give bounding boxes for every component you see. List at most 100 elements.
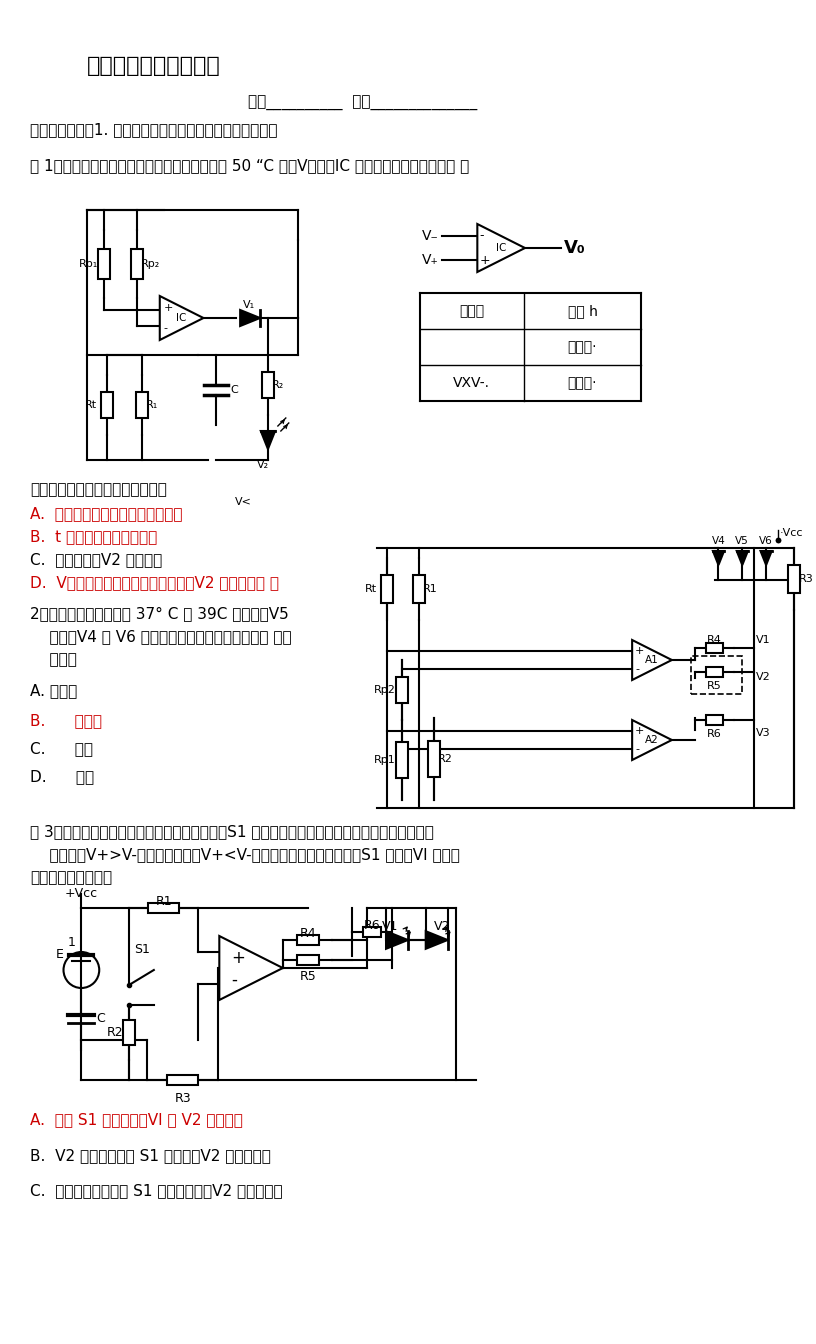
Text: A.  要想更高温度时龄亮，可以调大: A. 要想更高温度时龄亮，可以调大 [29,505,182,521]
Text: D.      或门: D. 或门 [29,769,94,784]
Text: IC: IC [496,243,507,253]
Text: Rp2: Rp2 [374,685,396,695]
Text: V₊: V₊ [422,253,439,267]
Text: B.  t 是正温度系数热敏电阻: B. t 是正温度系数热敏电阻 [29,530,157,544]
Text: -: - [479,230,484,242]
Text: R3: R3 [175,1091,191,1105]
Text: R4: R4 [707,634,722,645]
Text: 电压比较器应用（一）: 电压比较器应用（一） [87,56,221,77]
Polygon shape [220,935,283,1000]
Polygon shape [386,931,408,949]
Text: IC: IC [176,313,187,323]
Text: 低电平·: 低电平· [568,376,597,390]
Text: A.  按下 S1 后不松开，VI 和 V2 交替发光: A. 按下 S1 后不松开，VI 和 V2 交替发光 [29,1111,242,1128]
Bar [381,575,393,602]
Text: R₂: R₂ [272,380,284,390]
Text: V₀: V₀ [564,239,585,257]
Bar [363,927,381,937]
Text: Rt: Rt [366,585,377,594]
Text: C: C [230,384,238,395]
Text: +: + [635,726,645,737]
Bar [123,1020,135,1044]
Text: ·Vcc: ·Vcc [780,528,804,538]
Text: +: + [164,304,173,313]
Text: V₁: V₁ [243,300,255,310]
Text: R4: R4 [299,927,316,939]
Bar [262,372,274,398]
Text: R₁: R₁ [146,401,158,410]
Text: C.      与门: C. 与门 [29,741,93,755]
Bar [396,742,408,778]
Polygon shape [160,296,203,340]
Bar [706,667,723,677]
Polygon shape [761,551,772,564]
Text: -: - [635,664,639,673]
Text: -: - [635,745,639,754]
Text: +Vcc: +Vcc [64,887,98,900]
Bar [396,677,408,703]
Text: 2：鸡蛋孵化室温度介于 37° C 和 39C 之间时，V5: 2：鸡蛋孵化室温度介于 37° C 和 39C 之间时，V5 [29,606,289,621]
Bar [413,575,425,602]
Text: Rp₂: Rp₂ [141,259,160,269]
Text: -: - [164,323,168,333]
Text: V6: V6 [759,536,773,546]
Text: 发光，V4 和 V6 不发光，题图虚线框位置应选用 的逻: 发光，V4 和 V6 不发光，题图虚线框位置应选用 的逻 [29,629,291,644]
Bar [149,903,179,913]
Bar [101,392,113,418]
Bar [706,715,723,724]
Bar [706,642,723,653]
Text: 班级__________  姓名______________: 班级__________ 姓名______________ [248,95,477,112]
Text: S1: S1 [134,943,150,956]
Text: +: + [231,949,245,966]
Bar [428,741,440,777]
Bar [167,1075,198,1085]
Text: 器功能：V+>V-时输出高电平，V+<V-时输出低电平。初始状态，S1 断开、VI 发光。: 器功能：V+>V-时输出高电平，V+<V-时输出低电平。初始状态，S1 断开、V… [29,847,459,862]
Text: 【学习目标】：1. 会分析利用比较器进行的状态显示电路。: 【学习目标】：1. 会分析利用比较器进行的状态显示电路。 [29,122,277,137]
Text: R2: R2 [437,754,453,763]
Text: R6: R6 [364,919,380,931]
Text: V5: V5 [735,536,749,546]
Polygon shape [261,431,275,449]
Polygon shape [240,310,260,327]
Text: R6: R6 [707,728,722,739]
Text: 输出 h: 输出 h [568,304,597,319]
Text: R5: R5 [707,681,722,691]
Text: V2: V2 [756,672,771,681]
Text: R1: R1 [155,895,172,909]
Text: Rp1: Rp1 [374,755,396,765]
Bar [136,392,148,418]
Polygon shape [426,931,447,949]
Polygon shape [737,551,747,564]
Text: R3: R3 [799,574,814,585]
Text: V₋: V₋ [422,228,439,243]
Text: V4: V4 [712,536,725,546]
Polygon shape [713,551,724,564]
Bar [98,249,110,280]
Text: D.  V。输出从高电平变为低电平后，V2 可延时熄灭 例: D. V。输出从高电平变为低电平后，V2 可延时熄灭 例 [29,575,279,590]
Text: R1: R1 [423,585,437,594]
Text: V3: V3 [756,728,771,738]
Bar [131,249,143,280]
Bar [297,935,318,945]
Bar [297,956,318,965]
Text: +: + [635,646,645,656]
Text: V2: V2 [433,921,450,933]
Text: R2: R2 [107,1025,124,1039]
Text: B.  V2 发光时，按下 S1 后松开，V2 仍保持发光: B. V2 发光时，按下 S1 后松开，V2 仍保持发光 [29,1148,271,1163]
Text: 例 3：如图是小明设计的发光二极管控制电路。S1 是按钮开关，按下时接通，松开时断开。比较: 例 3：如图是小明设计的发光二极管控制电路。S1 是按钮开关，按下时接通，松开时… [29,824,433,839]
Text: 高电平·: 高电平· [568,340,597,353]
Text: V₂: V₂ [257,460,269,470]
Text: -: - [231,970,237,989]
Text: C.  队短路后，V2 始终不亮: C. 队短路后，V2 始终不亮 [29,552,162,567]
Polygon shape [632,640,672,680]
Text: 辑门是: 辑门是 [29,652,77,667]
Text: A. 与非门: A. 与非门 [29,683,77,698]
Text: 1: 1 [68,935,75,949]
Polygon shape [477,224,525,271]
Text: 例 1：如图所示是温度显示电路，当温度上升到 50 “C 时，V，亮。IC 是电压比较器，输入输出 的: 例 1：如图所示是温度显示电路，当温度上升到 50 “C 时，V，亮。IC 是电… [29,159,469,173]
Text: VXV-.: VXV-. [453,376,490,390]
Polygon shape [632,720,672,759]
Bar [690,656,743,694]
Text: V<: V< [235,497,252,507]
Text: C.  初始状态下，按下 S1 后立即松开，V2 一定不发光: C. 初始状态下，按下 S1 后立即松开，V2 一定不发光 [29,1183,282,1198]
